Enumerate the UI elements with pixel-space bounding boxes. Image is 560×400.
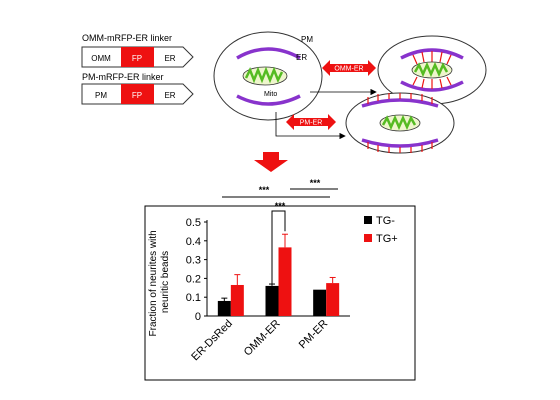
pm-er-tethers	[367, 93, 433, 153]
pm-fp-block	[121, 84, 154, 104]
sig-label-right: ***	[310, 178, 321, 188]
omm-er-connection: OMM-ER	[310, 60, 377, 96]
y-axis-label-line2: neuritic beads	[160, 251, 171, 313]
pm-construct: PM-mRFP-ER linker PM FP ER	[81, 72, 194, 105]
omm-er-mitochondrion	[411, 61, 453, 79]
er-lower	[236, 94, 301, 106]
legend-label: TG+	[376, 233, 398, 245]
legend-swatch	[364, 234, 372, 242]
pm-construct-fp-label: FP	[132, 91, 142, 100]
y-tick-label: 0.1	[186, 292, 201, 304]
bar-pm-er-tg-minus	[313, 289, 327, 316]
omm-fp-block	[121, 47, 154, 67]
er-label: ER	[296, 53, 307, 62]
omm-construct-title: OMM-mRFP-ER linker	[82, 33, 172, 43]
y-tick-label: 0	[195, 311, 201, 323]
pm-er-arrow-label: PM-ER	[300, 120, 323, 127]
pm-construct-right-label: ER	[164, 91, 175, 100]
pm-construct-left-label: PM	[95, 91, 107, 100]
omm-construct-right-label: ER	[164, 54, 175, 63]
pm-label: PM	[301, 35, 313, 44]
bar-er-dsred-tg-plus	[230, 284, 244, 316]
mito-label: Mito	[264, 91, 277, 98]
legend-label: TG-	[376, 215, 395, 227]
pm-er-double-arrow	[286, 114, 336, 130]
omm-er-arrow-label: OMM-ER	[334, 66, 363, 73]
pm-er-cell	[345, 92, 455, 154]
bar-pm-er-tg-plus	[326, 283, 340, 316]
omm-construct: OMM-mRFP-ER linker OMM FP ER	[81, 33, 194, 68]
pm-construct-title: PM-mRFP-ER linker	[82, 72, 164, 82]
bar-er-dsred-tg-minus	[217, 300, 231, 316]
omm-er-tethers	[412, 51, 452, 89]
y-tick-label: 0.2	[186, 273, 201, 285]
sig-bracket-inner	[271, 210, 286, 284]
bars	[217, 233, 340, 316]
y-axis-label-line1: Fraction of neurites with	[148, 230, 159, 336]
y-axis-label: Fraction of neurites with neuritic beads	[148, 228, 171, 337]
er-upper	[236, 47, 301, 60]
cell-diagram: PM ER Mito	[213, 31, 323, 121]
pm-er-result-arrow	[275, 112, 346, 140]
legend: TG- TG+	[364, 215, 398, 245]
omm-construct-left-label: OMM	[91, 54, 111, 63]
omm-er-cell	[377, 35, 487, 105]
omm-er-double-arrow	[322, 60, 376, 76]
sig-label-top: ***	[259, 185, 270, 195]
mitochondrion	[242, 66, 288, 86]
legend-swatch	[364, 216, 372, 224]
bar-omm-er-tg-minus	[265, 285, 279, 316]
pm-er-mitochondrion	[379, 114, 421, 132]
bar-chart: Fraction of neurites with neuritic beads…	[144, 205, 416, 381]
bar-omm-er-tg-plus	[278, 247, 292, 316]
y-tick-label: 0.5	[186, 217, 201, 229]
y-tick-label: 0.3	[186, 255, 201, 267]
pm-er-connection: PM-ER	[275, 112, 346, 140]
omm-construct-fp-label: FP	[132, 54, 142, 63]
y-tick-label: 0.4	[186, 236, 201, 248]
down-arrow-icon	[254, 152, 288, 172]
